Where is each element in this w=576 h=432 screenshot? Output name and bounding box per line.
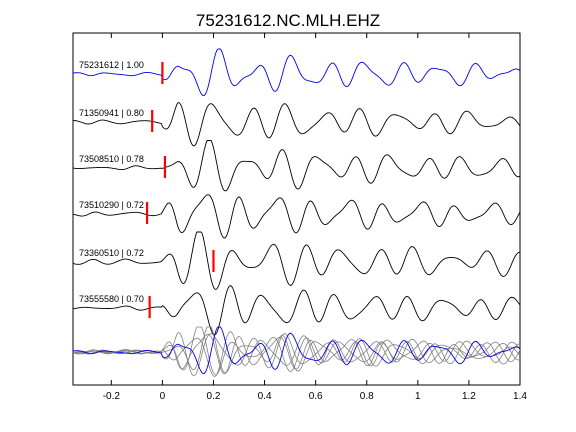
trace-75231612 — [72, 48, 521, 96]
trace-73555580 — [72, 285, 521, 336]
chart-title: 75231612.NC.MLH.EHZ — [196, 11, 380, 30]
trace-label-73555580: 73555580 | 0.70 — [79, 294, 144, 304]
x-axis: -0.2 0 0.2 0.4 0.6 0.8 1 1.2 1.4 — [103, 33, 527, 402]
trace-label-75231612: 75231612 | 1.00 — [79, 60, 144, 70]
x-tick-label: 1.2 — [462, 391, 476, 402]
trace-71350941 — [72, 102, 521, 147]
x-tick-label: 1 — [415, 391, 421, 402]
overlay-trace-73508510 — [72, 326, 521, 374]
x-tick-label: 0.2 — [207, 391, 221, 402]
overlay-trace-73555580 — [72, 331, 521, 377]
x-tick-label: 0.8 — [360, 391, 374, 402]
x-tick-label: 0.4 — [258, 391, 272, 402]
traces-layer — [72, 48, 521, 377]
trace-label-73360510: 73360510 | 0.72 — [79, 248, 144, 258]
pick-markers — [145, 62, 215, 318]
trace-label-71350941: 71350941 | 0.80 — [79, 108, 144, 118]
plot-frame — [72, 32, 521, 386]
trace-label-73510290: 73510290 | 0.72 — [79, 200, 144, 210]
trace-labels: 75231612 | 1.00 71350941 | 0.80 73508510 |… — [79, 60, 144, 304]
trace-73508510 — [72, 140, 521, 192]
x-tick-label: 0.6 — [309, 391, 323, 402]
x-tick-label: -0.2 — [103, 391, 121, 402]
x-tick-label: 0 — [160, 391, 166, 402]
x-tick-label: 1.4 — [513, 391, 527, 402]
overlay-reference-trace — [72, 326, 521, 374]
trace-label-73508510: 73508510 | 0.78 — [79, 154, 144, 164]
trace-73360510 — [72, 231, 521, 290]
